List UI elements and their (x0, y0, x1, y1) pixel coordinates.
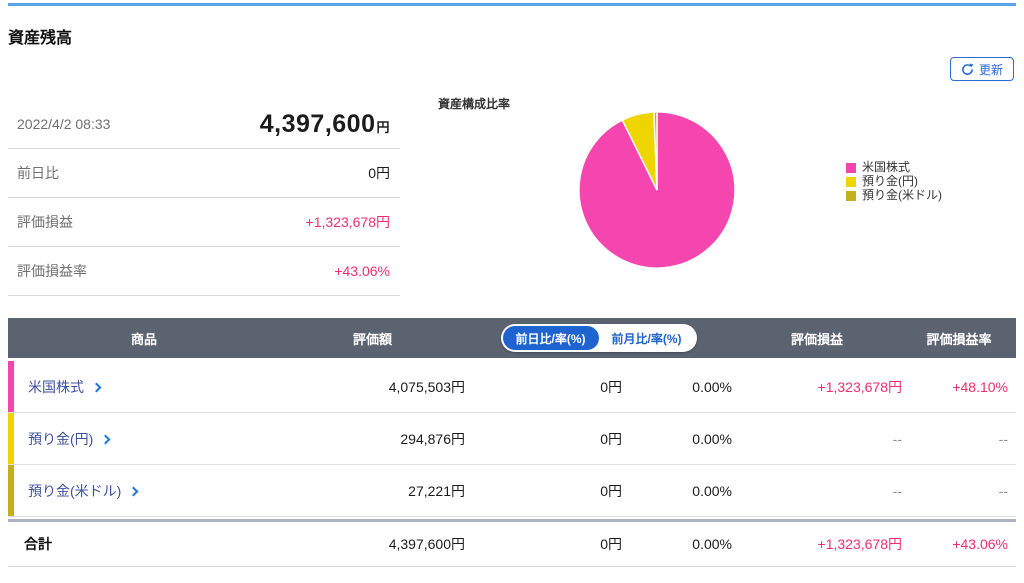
pl-rate-label: 評価損益率 (17, 263, 87, 279)
summary-pl-row: 評価損益 +1,323,678円 (8, 198, 400, 247)
daily-change-value: 0円 (368, 165, 390, 181)
pl-value: +1,323,678円 (305, 214, 390, 230)
table-row-deposit-usd: 預り金(米ドル) 27,221円 0円 0.00% -- -- (8, 465, 1016, 517)
total-daily-change-rate-cell: 0.00% (692, 536, 732, 552)
total-daily-change-cell: 0円 (600, 536, 622, 552)
header-product: 商品 (130, 331, 157, 347)
valuation-cell: 4,075,503円 (388, 378, 465, 395)
total-asset-amount: 4,397,600円 (260, 110, 390, 139)
summary-daily-change-row: 前日比 0円 (8, 149, 400, 198)
table-body: 米国株式 4,075,503円 0円 0.00% +1,323,678円 +48… (8, 361, 1016, 567)
pie-chart-title: 資産構成比率 (438, 97, 511, 111)
asset-pie-chart (577, 110, 737, 270)
pl-rate-cell: +48.10% (952, 378, 1008, 395)
legend-swatch-deposit-jpy (846, 176, 856, 187)
legend-swatch-deposit-usd (846, 190, 856, 201)
daily-change-cell: 0円 (600, 378, 622, 395)
legend-item: 米国株式 (846, 160, 942, 174)
product-label: 預り金(米ドル) (28, 482, 122, 499)
pl-cell: -- (892, 482, 902, 499)
product-label: 預り金(円) (28, 430, 94, 447)
daily-change-cell: 0円 (600, 482, 622, 499)
pl-rate-value: +43.06% (334, 263, 390, 279)
product-cell: 米国株式 (8, 361, 280, 412)
valuation-cell: 294,876円 (400, 430, 465, 447)
total-pl-rate-cell: +43.06% (952, 536, 1008, 552)
legend-item: 預り金(米ドル) (846, 188, 942, 202)
daily-change-rate-cell: 0.00% (692, 482, 732, 499)
table-row-us-stocks: 米国株式 4,075,503円 0円 0.00% +1,323,678円 +48… (8, 361, 1016, 413)
holdings-table: 商品 評価額 前日比/率(%) 前月比/率(%) 評価損益 評価損益率 米国株式… (8, 318, 1016, 567)
product-cell: 預り金(米ドル) (8, 465, 280, 516)
daily-change-rate-cell: 0.00% (692, 378, 732, 395)
us-stocks-link[interactable]: 米国株式 (28, 377, 102, 397)
pie-legend: 米国株式 預り金(円) 預り金(米ドル) (846, 160, 942, 202)
pl-rate-cell: -- (998, 430, 1008, 447)
legend-label-us-stocks: 米国株式 (862, 160, 911, 174)
daily-change-label: 前日比 (17, 165, 59, 181)
change-period-toggle[interactable]: 前日比/率(%) 前月比/率(%) (500, 324, 697, 352)
refresh-button[interactable]: 更新 (949, 57, 1014, 81)
chevron-right-icon (128, 486, 139, 496)
total-label: 合計 (24, 536, 52, 552)
chevron-right-icon (100, 434, 111, 444)
pl-cell: -- (892, 430, 902, 447)
refresh-icon (961, 62, 974, 76)
product-label: 米国株式 (28, 378, 84, 395)
summary-timestamp: 2022/4/2 08:33 (17, 116, 111, 132)
summary-pl-rate-row: 評価損益率 +43.06% (8, 247, 400, 296)
daily-change-cell: 0円 (600, 430, 622, 447)
pl-rate-cell: -- (998, 482, 1008, 499)
row-color-bar (8, 361, 14, 412)
refresh-label: 更新 (978, 62, 1003, 77)
top-accent-rule (8, 3, 1016, 6)
pl-cell: +1,323,678円 (817, 378, 902, 395)
page-title: 資産残高 (8, 30, 73, 47)
header-pl: 評価損益 (790, 331, 843, 347)
toggle-monthly-change[interactable]: 前月比/率(%) (598, 326, 695, 350)
header-toggle-cell: 前日比/率(%) 前月比/率(%) (465, 324, 732, 352)
header-pl-rate: 評価損益率 (926, 331, 992, 347)
deposit-jpy-link[interactable]: 預り金(円) (28, 429, 111, 449)
product-cell: 預り金(円) (8, 413, 280, 464)
row-color-bar (8, 465, 14, 516)
table-total-row: 合計 4,397,600円 0円 0.00% +1,323,678円 +43.0… (8, 519, 1016, 567)
legend-swatch-us-stocks (846, 162, 856, 173)
chevron-right-icon (91, 382, 102, 392)
summary-panel: 2022/4/2 08:33 4,397,600円 前日比 0円 評価損益 +1… (8, 100, 400, 296)
summary-total-row: 2022/4/2 08:33 4,397,600円 (8, 100, 400, 149)
total-asset-value: 4,397,600 (259, 109, 376, 138)
legend-label-deposit-usd: 預り金(米ドル) (862, 188, 942, 202)
row-color-bar (8, 413, 14, 464)
toggle-daily-change[interactable]: 前日比/率(%) (502, 326, 599, 350)
table-header: 商品 評価額 前日比/率(%) 前月比/率(%) 評価損益 評価損益率 (8, 318, 1016, 358)
legend-item: 預り金(円) (846, 174, 942, 188)
total-valuation-cell: 4,397,600円 (388, 536, 465, 552)
pie-svg (578, 111, 736, 269)
table-row-deposit-jpy: 預り金(円) 294,876円 0円 0.00% -- -- (8, 413, 1016, 465)
legend-label-deposit-jpy: 預り金(円) (862, 174, 918, 188)
header-valuation: 評価額 (352, 331, 392, 347)
daily-change-rate-cell: 0.00% (692, 430, 732, 447)
deposit-usd-link[interactable]: 預り金(米ドル) (28, 481, 139, 501)
total-pl-cell: +1,323,678円 (817, 536, 902, 552)
total-asset-unit: 円 (376, 119, 390, 135)
pl-label: 評価損益 (17, 214, 73, 230)
valuation-cell: 27,221円 (408, 482, 465, 499)
